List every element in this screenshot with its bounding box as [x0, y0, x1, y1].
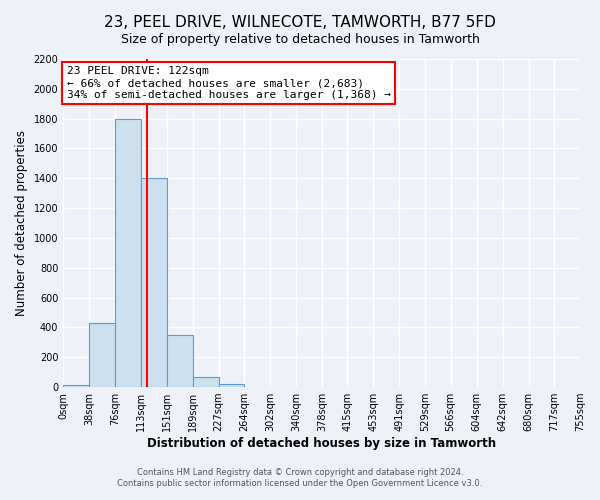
X-axis label: Distribution of detached houses by size in Tamworth: Distribution of detached houses by size …: [147, 437, 496, 450]
Text: Contains HM Land Registry data © Crown copyright and database right 2024.
Contai: Contains HM Land Registry data © Crown c…: [118, 468, 482, 487]
Text: Size of property relative to detached houses in Tamworth: Size of property relative to detached ho…: [121, 32, 479, 46]
Bar: [63, 385, 89, 387]
Bar: [115, 118, 140, 387]
Text: 23, PEEL DRIVE, WILNECOTE, TAMWORTH, B77 5FD: 23, PEEL DRIVE, WILNECOTE, TAMWORTH, B77…: [104, 15, 496, 30]
Bar: [193, 376, 218, 387]
Bar: [89, 323, 115, 387]
Bar: [140, 178, 167, 387]
Bar: [167, 335, 193, 387]
Y-axis label: Number of detached properties: Number of detached properties: [15, 130, 28, 316]
Text: 23 PEEL DRIVE: 122sqm
← 66% of detached houses are smaller (2,683)
34% of semi-d: 23 PEEL DRIVE: 122sqm ← 66% of detached …: [67, 66, 391, 100]
Bar: [218, 384, 244, 387]
